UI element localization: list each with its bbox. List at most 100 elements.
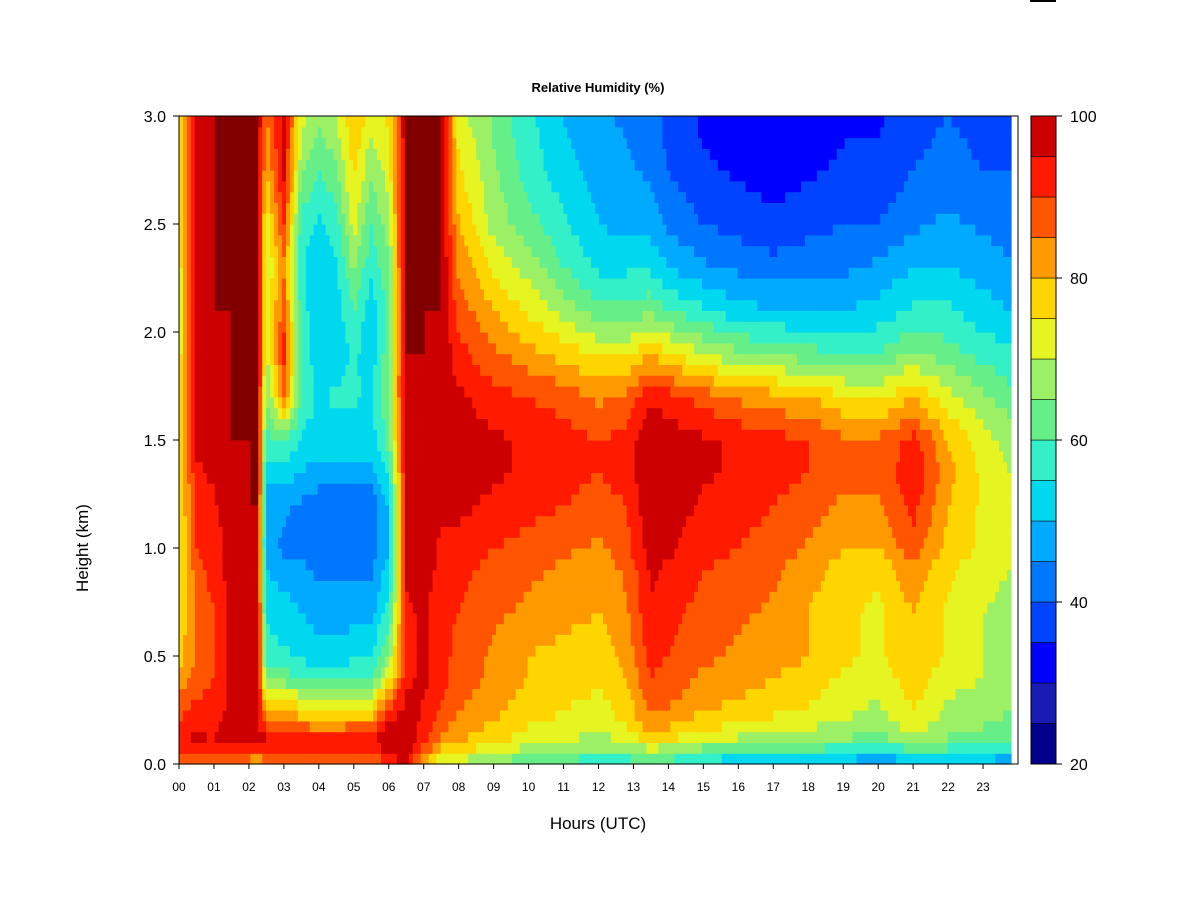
- heatmap-cell: [282, 418, 287, 430]
- heatmap-cell: [388, 332, 394, 344]
- heatmap-cell: [396, 375, 402, 387]
- heatmap-cell: [242, 569, 247, 581]
- heatmap-cell: [456, 148, 461, 160]
- heatmap-cell: [499, 645, 505, 657]
- heatmap-cell: [278, 202, 283, 214]
- heatmap-cell: [381, 321, 386, 333]
- heatmap-cell: [341, 396, 346, 409]
- heatmap-cell: [468, 278, 473, 290]
- heatmap-cell: [202, 645, 208, 657]
- heatmap-cell: [329, 623, 335, 635]
- heatmap-cell: [373, 234, 378, 247]
- heatmap-cell: [373, 731, 378, 743]
- heatmap-cell: [321, 580, 327, 592]
- heatmap-cell: [262, 472, 267, 484]
- heatmap-cell: [206, 321, 212, 333]
- heatmap-cell: [365, 116, 370, 128]
- heatmap-cell: [321, 299, 327, 311]
- heatmap-cell: [282, 310, 287, 322]
- heatmap-cell: [488, 461, 493, 473]
- heatmap-cell: [373, 515, 378, 527]
- heatmap-cell: [345, 256, 350, 268]
- heatmap-cell: [218, 710, 224, 722]
- heatmap-cell: [246, 634, 251, 646]
- heatmap-cell: [266, 278, 271, 290]
- heatmap-cell: [266, 116, 271, 128]
- heatmap-cell: [285, 634, 291, 646]
- heatmap-cell: [468, 634, 473, 646]
- heatmap-cell: [202, 526, 208, 538]
- heatmap-cell: [282, 450, 287, 463]
- heatmap-cell: [258, 418, 263, 430]
- heatmap-cell: [488, 245, 493, 257]
- heatmap-cell: [432, 256, 438, 268]
- heatmap-cell: [361, 407, 366, 419]
- heatmap-cell: [400, 504, 406, 517]
- heatmap-cell: [361, 710, 366, 722]
- heatmap-cell: [396, 688, 402, 700]
- heatmap-cell: [452, 288, 457, 301]
- heatmap-cell: [274, 526, 279, 538]
- heatmap-cell: [186, 288, 192, 301]
- heatmap-cell: [436, 440, 442, 452]
- heatmap-cell: [456, 612, 461, 625]
- heatmap-cell: [377, 191, 382, 203]
- heatmap-cell: [499, 666, 505, 679]
- heatmap-cell: [468, 407, 473, 419]
- heatmap-cell: [182, 483, 188, 495]
- heatmap-cell: [464, 170, 469, 182]
- heatmap-cell: [305, 234, 311, 247]
- heatmap-cell: [491, 537, 497, 549]
- heatmap-cell: [313, 710, 319, 722]
- heatmap-cell: [396, 731, 402, 743]
- heatmap-cell: [444, 256, 450, 268]
- heatmap-cell: [456, 137, 461, 149]
- heatmap-cell: [305, 742, 311, 754]
- heatmap-cell: [234, 375, 240, 387]
- heatmap-cell: [460, 461, 465, 473]
- heatmap-cell: [408, 170, 414, 182]
- heatmap-cell: [361, 504, 366, 517]
- heatmap-cell: [452, 699, 457, 711]
- heatmap-cell: [333, 472, 339, 484]
- heatmap-cell: [321, 623, 327, 635]
- heatmap-cell: [206, 137, 212, 149]
- heatmap-cell: [329, 537, 335, 549]
- heatmap-cell: [234, 526, 240, 538]
- heatmap-cell: [408, 699, 414, 711]
- heatmap-cell: [480, 602, 485, 614]
- heatmap-cell: [222, 170, 228, 182]
- heatmap-cell: [186, 170, 192, 182]
- heatmap-cell: [214, 299, 220, 311]
- heatmap-cell: [226, 634, 232, 646]
- heatmap-cell: [218, 386, 224, 398]
- heatmap-cell: [373, 440, 378, 452]
- heatmap-cell: [484, 224, 489, 236]
- heatmap-cell: [440, 440, 446, 452]
- heatmap-cell: [341, 386, 346, 398]
- heatmap-cell: [190, 461, 196, 473]
- heatmap-cell: [436, 580, 442, 592]
- heatmap-cell: [499, 677, 505, 689]
- heatmap-cell: [456, 602, 461, 614]
- heatmap-cell: [270, 731, 275, 743]
- heatmap-cell: [416, 396, 422, 409]
- heatmap-cell: [400, 267, 406, 279]
- heatmap-cell: [424, 170, 430, 182]
- heatmap-cell: [495, 256, 501, 268]
- heatmap-cell: [301, 526, 307, 538]
- heatmap-cell: [301, 720, 307, 733]
- heatmap-cell: [246, 623, 251, 635]
- heatmap-cell: [190, 116, 196, 128]
- heatmap-cell: [179, 342, 184, 355]
- heatmap-cell: [301, 569, 307, 581]
- heatmap-cell: [230, 548, 236, 560]
- heatmap-cell: [373, 342, 378, 355]
- heatmap-cell: [484, 332, 489, 344]
- heatmap-cell: [206, 494, 212, 506]
- heatmap-cell: [321, 310, 327, 322]
- heatmap-cell: [329, 267, 335, 279]
- heatmap-cell: [297, 245, 303, 257]
- heatmap-cell: [317, 753, 323, 765]
- heatmap-cell: [186, 245, 192, 257]
